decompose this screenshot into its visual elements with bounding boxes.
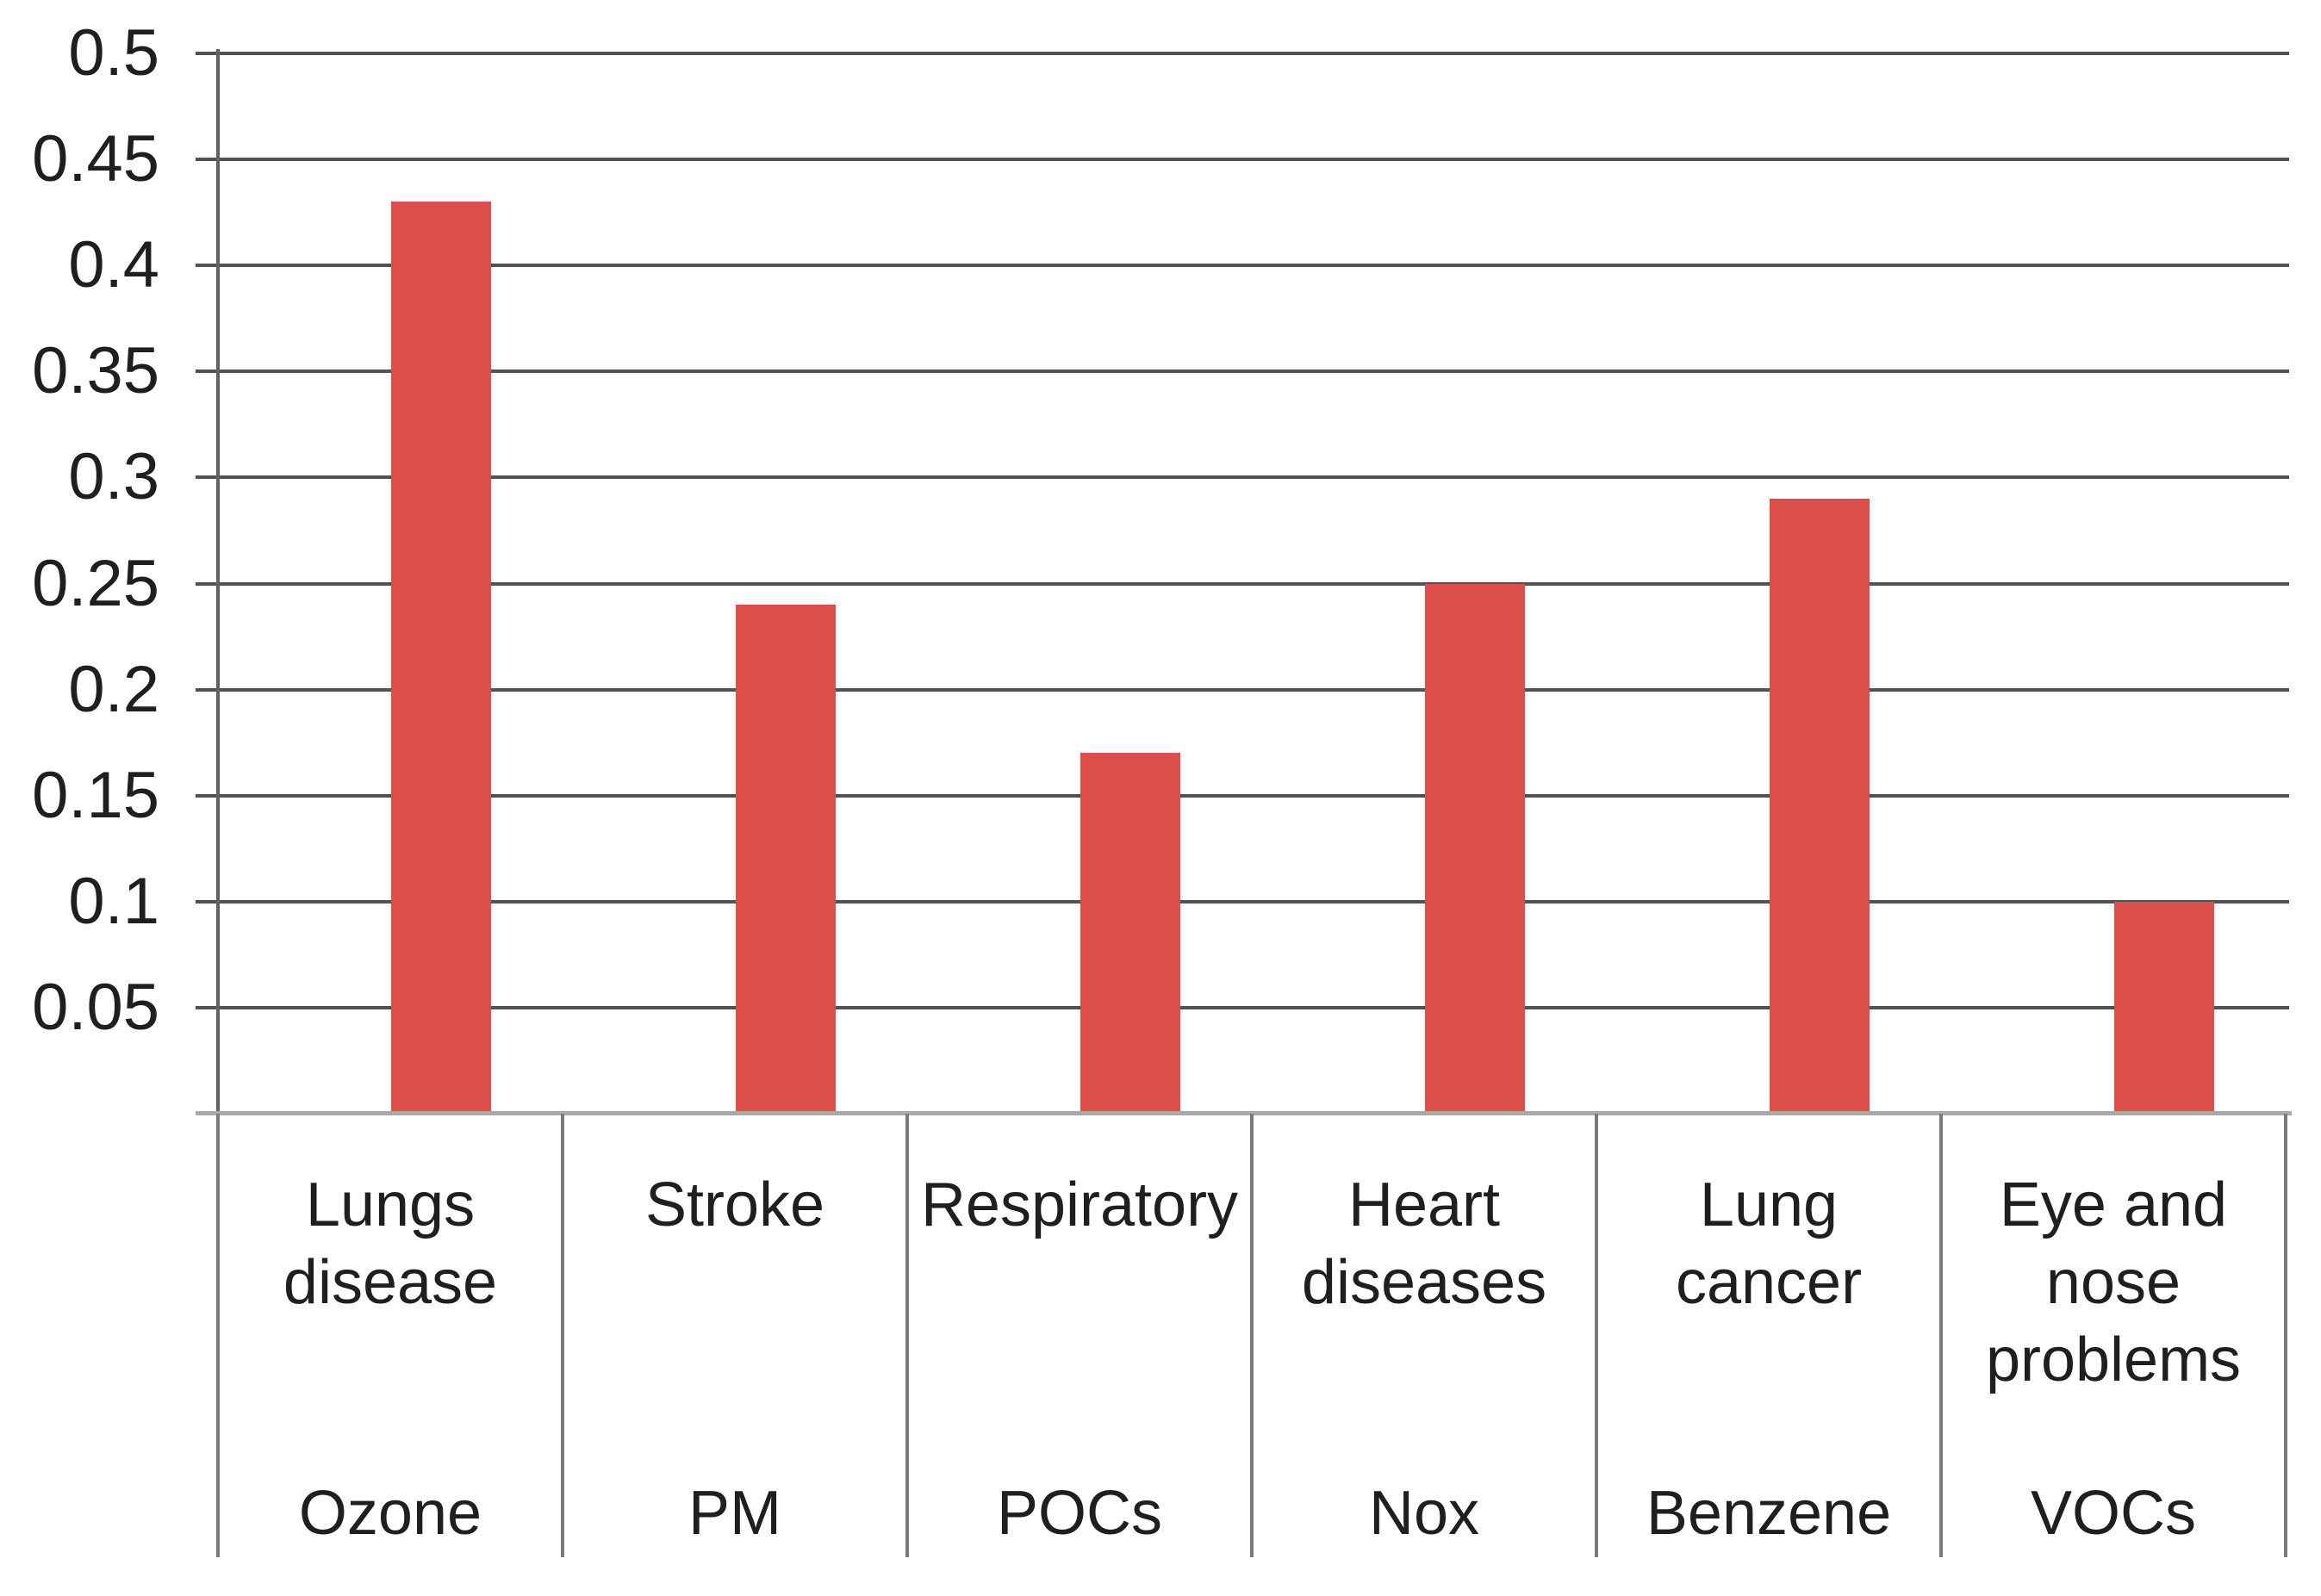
- y-axis-tick-label: 0.35: [32, 334, 159, 408]
- category-label-effect: Respiratory: [920, 1171, 1239, 1239]
- bar-pm: [736, 605, 836, 1114]
- y-axis-tick-label: 0.25: [32, 546, 159, 620]
- category-label-pollutant: VOCs: [2030, 1479, 2197, 1548]
- gridline: [196, 1005, 2289, 1009]
- category-label-pollutant: Nox: [1368, 1479, 1480, 1548]
- gridline: [196, 158, 2289, 162]
- category-divider: [905, 1114, 909, 1557]
- category-divider: [2284, 1114, 2287, 1557]
- category-divider: [561, 1114, 564, 1557]
- gridline: [196, 370, 2289, 374]
- category-label-effect: Eye and nose problems: [1985, 1171, 2242, 1394]
- category-axis-line: [196, 1111, 2292, 1115]
- bar-nox: [1425, 583, 1525, 1114]
- y-axis-tick-label: 0.45: [32, 122, 159, 196]
- bar-vocs: [2114, 901, 2214, 1114]
- y-axis-tick-label: 0.1: [68, 864, 159, 938]
- category-divider: [216, 1114, 220, 1557]
- bar-pocs: [1080, 753, 1180, 1114]
- gridline: [196, 687, 2289, 692]
- y-axis-tick-label: 0.4: [68, 228, 159, 302]
- y-axis-line: [216, 49, 220, 1114]
- category-divider: [1595, 1114, 1598, 1557]
- gridline: [196, 581, 2289, 586]
- category-label-pollutant: POCs: [996, 1479, 1163, 1548]
- gridline: [196, 793, 2289, 798]
- category-label-pollutant: Ozone: [298, 1479, 482, 1548]
- category-label-effect: Lung cancer: [1675, 1171, 1863, 1317]
- y-axis-tick-label: 0.2: [68, 652, 159, 726]
- y-axis-tick-label: 0.3: [68, 440, 159, 514]
- bar-ozone: [391, 202, 491, 1114]
- gridline: [196, 899, 2289, 904]
- category-label-effect: Lungs disease: [283, 1171, 498, 1317]
- category-label-pollutant: Benzene: [1646, 1479, 1892, 1548]
- y-axis-tick-label: 0.05: [32, 970, 159, 1044]
- bar-benzene: [1770, 499, 1870, 1114]
- y-axis-tick-label: 0.15: [32, 758, 159, 832]
- gridline: [196, 52, 2289, 55]
- category-label-effect: Heart diseases: [1301, 1171, 1547, 1317]
- category-divider: [1250, 1114, 1254, 1557]
- category-label-effect: Stroke: [644, 1171, 825, 1239]
- category-divider: [1939, 1114, 1943, 1557]
- category-label-pollutant: PM: [688, 1479, 781, 1548]
- gridline: [196, 475, 2289, 480]
- y-axis-tick-label: 0.5: [68, 16, 159, 90]
- gridline: [196, 264, 2289, 268]
